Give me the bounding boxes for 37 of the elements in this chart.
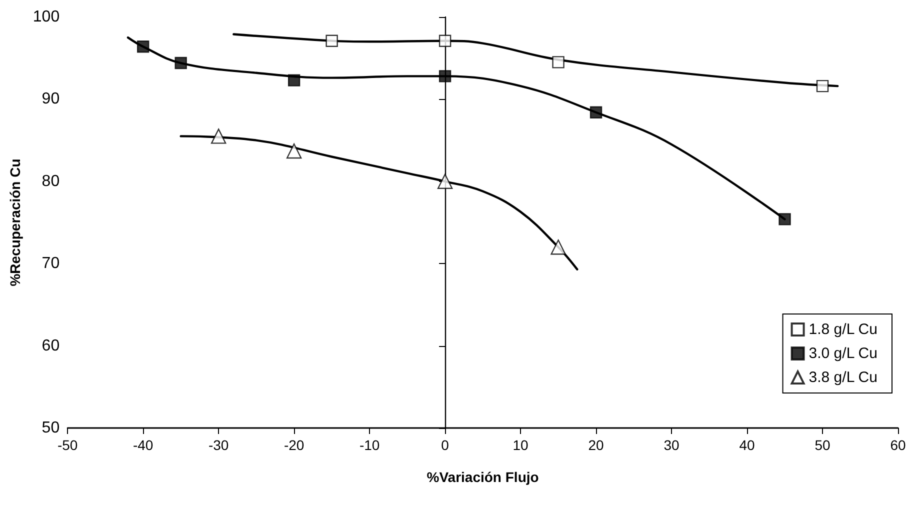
point xyxy=(286,143,302,159)
point xyxy=(550,240,566,255)
x-tick-label: -40 xyxy=(132,437,154,453)
x-tick-label: 0 xyxy=(441,437,450,453)
y-tick-label: 50 xyxy=(42,420,60,436)
x-tick-label: -20 xyxy=(284,437,304,453)
y-tick-label: 90 xyxy=(42,90,60,108)
x-tick-label: -10 xyxy=(359,437,380,453)
point xyxy=(136,40,150,53)
x-tick-label: 50 xyxy=(814,437,831,453)
point xyxy=(590,106,602,118)
legend-label: 3.0 g/L Cu xyxy=(808,345,878,362)
point xyxy=(552,56,564,68)
point xyxy=(778,213,791,226)
x-tick-label: 20 xyxy=(588,437,604,453)
point xyxy=(438,34,452,47)
x-tick-label: 40 xyxy=(739,437,756,453)
x-tick-label: -30 xyxy=(208,437,229,453)
point xyxy=(816,80,829,92)
point xyxy=(438,70,452,82)
x-tick-label: 10 xyxy=(512,437,529,453)
y-tick-label: 100 xyxy=(32,8,60,26)
y-tick-label: 60 xyxy=(42,337,60,354)
x-tick-label: -50 xyxy=(57,437,78,453)
legend-label: 3.8 g/L Cu xyxy=(808,369,878,386)
point xyxy=(288,74,300,86)
x-tick-label: 30 xyxy=(664,437,680,453)
legend-label: 1.8 g/L Cu xyxy=(808,321,878,338)
point xyxy=(326,34,338,47)
x-tick-label: 60 xyxy=(890,437,906,453)
x-axis-title: %Variación Flujo xyxy=(426,469,539,485)
y-tick-label: 80 xyxy=(42,172,60,190)
point xyxy=(174,56,187,70)
point xyxy=(210,128,226,144)
point xyxy=(437,174,453,189)
y-tick-label: 70 xyxy=(42,255,60,272)
y-axis-title: %Recuperación Cu xyxy=(7,158,23,286)
